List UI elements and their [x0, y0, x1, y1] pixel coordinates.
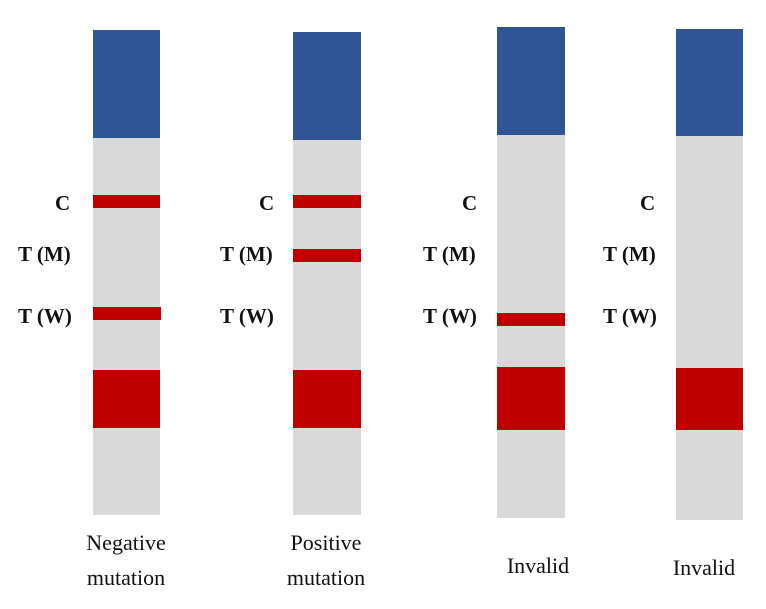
line-label: T (W)	[220, 304, 274, 328]
line-label: C	[55, 191, 70, 215]
line-label: C	[462, 191, 477, 215]
conjugate-pad	[676, 368, 743, 430]
conjugate-pad	[93, 370, 160, 428]
wild-line	[93, 307, 161, 320]
line-label: T (M)	[423, 242, 476, 266]
sample-pad	[293, 32, 361, 140]
line-label: C	[259, 191, 274, 215]
strip: C T (M) T (W) Invalid	[603, 29, 743, 580]
mutant-line	[293, 249, 361, 262]
caption: Positive	[291, 530, 362, 555]
strip: C T (M) T (W) Negative mutation	[18, 30, 166, 590]
caption: mutation	[87, 565, 165, 590]
sample-pad	[676, 29, 743, 136]
caption: mutation	[287, 565, 365, 590]
strip: C T (M) T (W) Positive mutation	[220, 32, 365, 590]
conjugate-pad	[497, 367, 565, 430]
control-line	[293, 195, 361, 208]
line-label: T (M)	[18, 242, 71, 266]
conjugate-pad	[293, 370, 361, 428]
caption: Invalid	[673, 555, 735, 580]
line-label: T (W)	[423, 304, 477, 328]
wild-line	[497, 313, 565, 326]
caption: Negative	[86, 530, 165, 555]
strip: C T (M) T (W) Invalid	[423, 27, 569, 578]
sample-pad	[497, 27, 565, 135]
line-label: T (W)	[603, 304, 657, 328]
line-label: T (M)	[220, 242, 273, 266]
line-label: T (W)	[18, 304, 72, 328]
sample-pad	[93, 30, 160, 138]
control-line	[93, 195, 160, 208]
caption: Invalid	[507, 553, 569, 578]
line-label: C	[640, 191, 655, 215]
line-label: T (M)	[603, 242, 656, 266]
